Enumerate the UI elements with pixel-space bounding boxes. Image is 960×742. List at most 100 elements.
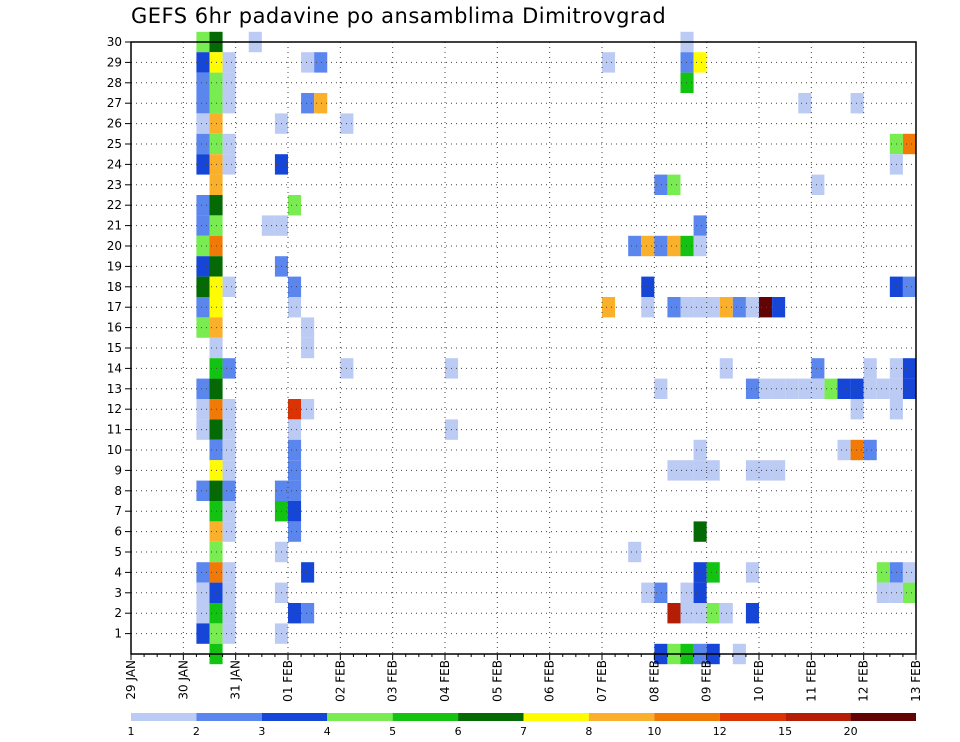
heatmap-cell — [759, 297, 773, 318]
heatmap-cell — [222, 399, 236, 420]
heatmap-cell — [196, 93, 210, 114]
x-tick-label: 07 FEB — [595, 660, 609, 702]
heatmap-cell — [706, 562, 720, 583]
x-tick-label: 05 FEB — [490, 660, 504, 702]
heatmap-cell — [628, 541, 642, 563]
heatmap-cell — [680, 582, 694, 603]
x-tick-label: 04 FEB — [438, 660, 452, 702]
heatmap-cell — [222, 623, 236, 644]
heatmap-cell — [654, 174, 668, 195]
heatmap-cell — [301, 337, 315, 359]
y-tick-label: 25 — [107, 137, 122, 151]
heatmap-cell — [288, 419, 302, 440]
y-tick-label: 6 — [114, 525, 122, 539]
heatmap-cell — [745, 378, 759, 399]
y-tick-label: 21 — [107, 219, 122, 233]
heatmap-cell — [693, 562, 707, 583]
heatmap-cell — [837, 439, 851, 461]
heatmap-cell — [863, 378, 877, 399]
heatmap-cell — [798, 378, 812, 399]
heatmap-cell — [301, 93, 315, 114]
heatmap-cell — [850, 378, 864, 399]
colorbar-label: 2 — [193, 725, 200, 738]
heatmap-cell — [196, 195, 210, 216]
y-tick-label: 1 — [114, 627, 122, 641]
y-tick-label: 3 — [114, 586, 122, 600]
heatmap-cell — [693, 235, 707, 257]
heatmap-cell — [902, 378, 916, 399]
heatmap-cell — [288, 501, 302, 522]
heatmap-cell — [301, 52, 315, 73]
heatmap-cell — [772, 297, 786, 318]
heatmap-cell — [732, 297, 746, 318]
heatmap-cell — [745, 297, 759, 318]
heatmap-cell — [680, 235, 694, 257]
colorbar-swatch — [719, 713, 786, 721]
heatmap-cell — [288, 460, 302, 481]
heatmap-cell — [680, 52, 694, 73]
heatmap-cell — [759, 378, 773, 399]
y-tick-label: 11 — [107, 423, 122, 437]
grid-lines — [131, 42, 916, 654]
colorbar-swatch — [654, 713, 720, 721]
heatmap-cell — [288, 399, 302, 420]
heatmap-cell — [772, 460, 786, 481]
x-tick-label: 10 FEB — [752, 660, 766, 702]
heatmap-cell — [693, 521, 707, 542]
y-tick-label: 28 — [107, 76, 122, 90]
y-tick-label: 8 — [114, 484, 122, 498]
y-tick-label: 13 — [107, 382, 122, 396]
colorbar-swatch — [850, 713, 916, 721]
heatmap-cell — [693, 215, 707, 236]
x-tick-label: 30 JAN — [176, 660, 190, 700]
heatmap-cell — [222, 52, 236, 73]
colorbar-swatch — [131, 713, 197, 721]
heatmap-cell — [654, 235, 668, 257]
heatmap-cell — [314, 93, 328, 114]
heatmap-cell — [824, 378, 838, 399]
colorbar-label: 3 — [258, 725, 265, 738]
heatmap-cell — [811, 174, 825, 195]
heatmap-cell — [641, 582, 655, 603]
plot-frame — [130, 41, 917, 655]
heatmap-cell — [301, 603, 315, 624]
heatmap-cell — [876, 582, 890, 603]
colorbar-label: 1 — [128, 725, 135, 738]
heatmap-cell — [667, 297, 681, 318]
colorbar-label: 15 — [778, 725, 792, 738]
y-tick-label: 2 — [114, 606, 122, 620]
heatmap-cell — [222, 276, 236, 297]
heatmap-cell — [288, 276, 302, 297]
heatmap-cell — [196, 297, 210, 318]
heatmap-cell — [641, 297, 655, 318]
colorbar: 1 2 3 4 5 6 7 8 10 12 15 20 — [128, 713, 916, 738]
heatmap-cell — [811, 358, 825, 379]
y-tick-label: 26 — [107, 117, 122, 131]
heatmap-cell — [850, 93, 864, 114]
heatmap-cell — [641, 235, 655, 257]
heatmap-cell — [811, 378, 825, 399]
heatmap-cell — [693, 582, 707, 603]
heatmap-cell — [902, 133, 916, 155]
heatmap-cell — [745, 562, 759, 583]
y-tick-label: 5 — [114, 545, 122, 559]
heatmap-cell — [745, 603, 759, 624]
x-tick-label: 08 FEB — [647, 660, 661, 702]
y-tick-label: 18 — [107, 280, 122, 294]
heatmap-cell — [196, 154, 210, 175]
heatmap-cell — [196, 113, 210, 134]
colorbar-swatch — [588, 713, 655, 721]
heatmap-cell — [301, 317, 315, 338]
y-tick-label: 9 — [114, 463, 122, 477]
heatmap-cell — [667, 235, 681, 257]
colorbar-label: 12 — [713, 725, 727, 738]
heatmap-cell — [654, 378, 668, 399]
heatmap-cell — [196, 603, 210, 624]
heatmap-cell — [667, 603, 681, 624]
heatmap-cell — [196, 562, 210, 583]
y-tick-label: 12 — [107, 402, 122, 416]
heatmap-cell — [602, 297, 616, 318]
heatmap-cell — [876, 378, 890, 399]
x-tick-label: 03 FEB — [386, 660, 400, 702]
heatmap-cell — [667, 174, 681, 195]
